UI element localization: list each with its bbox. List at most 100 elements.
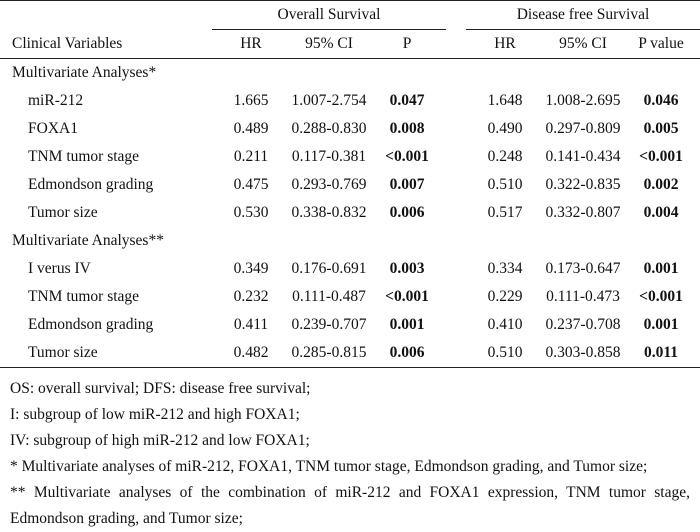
variable-label: FOXA1 <box>28 120 78 137</box>
p-os-cell: 0.007 <box>389 176 425 193</box>
p-dfs-cell: 0.001 <box>643 260 679 277</box>
p-dfs-cell: 0.004 <box>643 204 679 221</box>
hr-dfs-cell: 0.510 <box>487 176 523 193</box>
ci-os-cell: 0.111-0.487 <box>292 288 366 305</box>
group-gap <box>446 143 466 171</box>
ci-dfs-cell: 0.237-0.708 <box>545 316 621 333</box>
hr-os-cell: 0.411 <box>233 316 269 333</box>
p-dfs-cell: 0.005 <box>643 120 679 137</box>
variable-label: I verus IV <box>28 260 91 277</box>
footnote: ** Multivariate analyses of the combinat… <box>10 484 690 527</box>
p-dfs-cell: 0.046 <box>643 92 679 109</box>
section-title: Multivariate Analyses* <box>12 64 157 81</box>
ci-dfs-cell: 0.173-0.647 <box>545 260 621 277</box>
table-row: Edmondson grading 0.475 0.293-0.769 0.007 0.… <box>0 171 700 199</box>
group-gap <box>446 339 466 368</box>
ci-os-cell: 0.285-0.815 <box>290 339 368 368</box>
variable-label: TNM tumor stage <box>28 148 140 165</box>
variable-label: miR-212 <box>28 92 84 109</box>
group-gap <box>446 199 466 227</box>
col-header-variable: Clinical Variables <box>0 29 212 59</box>
ci-dfs-cell: 0.322-0.835 <box>545 176 621 193</box>
results-table: Overall Survival Disease free Survival C… <box>0 0 700 368</box>
group-header-disease-free-survival: Disease free Survival <box>466 0 700 30</box>
ci-os-cell: 0.293-0.769 <box>291 176 367 193</box>
hr-dfs-cell: 0.490 <box>487 120 523 137</box>
ci-os-cell: 0.117-0.381 <box>291 148 367 165</box>
table-row: Edmondson grading 0.411 0.239-0.707 0.001 0.… <box>0 311 700 339</box>
group-header-overall-survival: Overall Survival <box>212 0 446 30</box>
hr-os-cell: 0.530 <box>233 204 269 221</box>
p-os-cell: 0.006 <box>389 204 425 221</box>
group-gap <box>446 171 466 199</box>
p-os-cell: <0.001 <box>385 288 429 305</box>
variable-label: Edmondson grading <box>28 316 154 333</box>
hr-os-cell: 0.211 <box>233 148 269 165</box>
group-gap <box>446 311 466 339</box>
variable-label: Tumor size <box>28 204 98 221</box>
hr-dfs-cell: 0.229 <box>487 288 523 305</box>
hr-dfs-cell: 0.334 <box>487 260 523 277</box>
table-row: miR-212 1.665 1.007-2.754 0.047 1.648 1.008-2… <box>0 87 700 115</box>
group-gap <box>446 115 466 143</box>
ci-os-cell: 0.288-0.830 <box>291 120 367 137</box>
table-row: TNM tumor stage 0.232 0.111-0.487 <0.001 0.2… <box>0 283 700 311</box>
p-os-cell: 0.001 <box>389 316 425 333</box>
table-footnotes: OS: overall survival; DFS: disease free … <box>0 368 700 532</box>
ci-dfs-cell: 1.008-2.695 <box>545 92 621 109</box>
group-gap <box>446 29 466 59</box>
footnote: * Multivariate analyses of miR-212, FOXA… <box>10 458 648 475</box>
hr-dfs-cell: 1.648 <box>487 92 523 109</box>
group-gap <box>446 0 466 30</box>
hr-dfs-cell: 0.517 <box>487 204 523 221</box>
p-dfs-cell: 0.011 <box>622 339 700 368</box>
col-header-hr-dfs: HR <box>466 29 544 59</box>
group-gap <box>446 87 466 115</box>
col-header-ci-os: 95% CI <box>290 29 368 59</box>
footnote: I: subgroup of low miR-212 and high FOXA… <box>10 406 300 423</box>
group-header-row: Overall Survival Disease free Survival <box>0 0 700 30</box>
group-gap <box>446 283 466 311</box>
variable-label: TNM tumor stage <box>28 288 140 305</box>
footnote: IV: subgroup of high miR-212 and low FOX… <box>10 432 310 449</box>
col-header-p-os: P <box>368 29 446 59</box>
p-dfs-cell: 0.002 <box>643 176 679 193</box>
section-title: Multivariate Analyses** <box>12 232 164 249</box>
col-header-ci-dfs: 95% CI <box>544 29 622 59</box>
footnote: OS: overall survival; DFS: disease free … <box>10 380 311 397</box>
section-header-row: Multivariate Analyses* <box>0 59 700 88</box>
table-row: FOXA1 0.489 0.288-0.830 0.008 0.490 0.297-0.8… <box>0 115 700 143</box>
table-row: Tumor size 0.530 0.338-0.832 0.006 0.517 0.33… <box>0 199 700 227</box>
ci-dfs-cell: 0.297-0.809 <box>545 120 621 137</box>
hr-dfs-cell: 0.248 <box>487 148 523 165</box>
p-os-cell: <0.001 <box>385 148 429 165</box>
p-os-cell: 0.047 <box>389 92 425 109</box>
column-header-row: Clinical Variables HR 95% CI P HR 95% CI… <box>0 29 700 59</box>
group-gap <box>446 255 466 283</box>
ci-os-cell: 0.338-0.832 <box>291 204 367 221</box>
ci-dfs-cell: 0.111-0.473 <box>546 288 620 305</box>
hr-os-cell: 0.489 <box>233 120 269 137</box>
variable-label: Tumor size <box>0 339 212 368</box>
table-row: TNM tumor stage 0.211 0.117-0.381 <0.001 0.2… <box>0 143 700 171</box>
p-dfs-cell: <0.001 <box>639 288 683 305</box>
ci-dfs-cell: 0.141-0.434 <box>545 148 621 165</box>
header-spacer <box>0 0 212 30</box>
section-header-row: Multivariate Analyses** <box>0 227 700 255</box>
col-header-hr-os: HR <box>212 29 290 59</box>
hr-os-cell: 0.232 <box>233 288 269 305</box>
ci-os-cell: 1.007-2.754 <box>291 92 367 109</box>
p-dfs-cell: <0.001 <box>639 148 683 165</box>
hr-os-cell: 0.349 <box>233 260 269 277</box>
hr-os-cell: 0.475 <box>233 176 269 193</box>
ci-dfs-cell: 0.332-0.807 <box>545 204 621 221</box>
p-dfs-cell: 0.001 <box>643 316 679 333</box>
p-os-cell: 0.008 <box>389 120 425 137</box>
hr-os-cell: 1.665 <box>233 92 269 109</box>
col-header-p-dfs: P value <box>622 29 700 59</box>
hr-os-cell: 0.482 <box>212 339 290 368</box>
p-os-cell: 0.003 <box>389 260 425 277</box>
variable-label: Edmondson grading <box>28 176 154 193</box>
table-row: Tumor size 0.482 0.285-0.815 0.006 0.510 0.30… <box>0 339 700 368</box>
